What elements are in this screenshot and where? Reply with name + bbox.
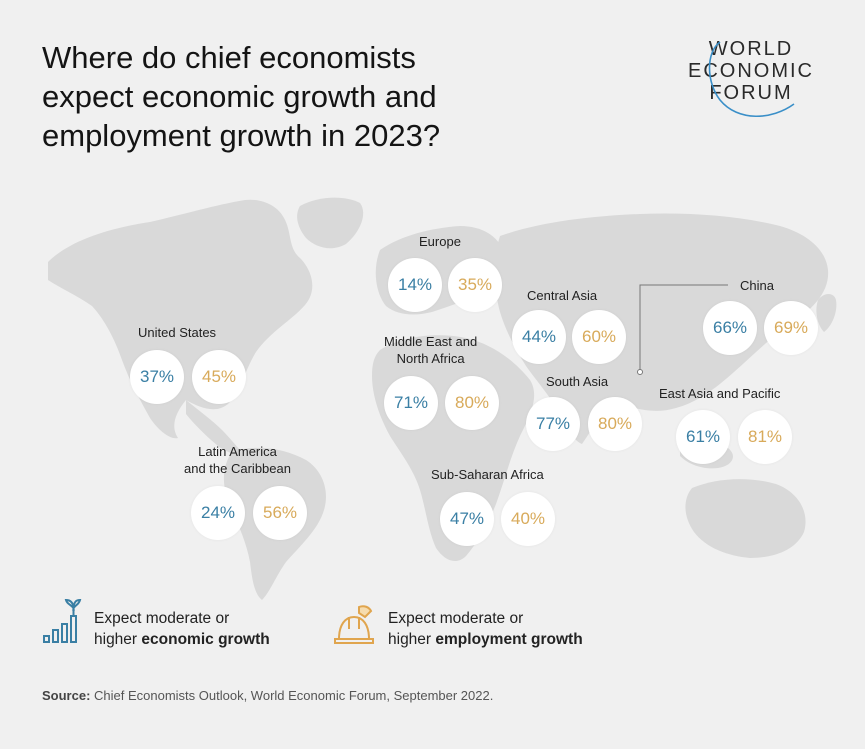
wef-logo: WORLD ECONOMIC FORUM bbox=[676, 38, 826, 118]
china-economic-value: 66% bbox=[703, 301, 757, 355]
logo-line-1: WORLD bbox=[708, 38, 794, 60]
us-economic-value: 37% bbox=[130, 350, 184, 404]
label-east-asia-pacific: East Asia and Pacific bbox=[659, 386, 781, 401]
japan-shape bbox=[816, 294, 837, 332]
mena-employment-value: 80% bbox=[445, 376, 499, 430]
us-employment-value: 45% bbox=[192, 350, 246, 404]
mena-economic-value: 71% bbox=[384, 376, 438, 430]
east-asia-pacific-economic-value: 61% bbox=[676, 410, 730, 464]
label-united-states: United States bbox=[138, 325, 217, 340]
sub-saharan-africa-employment-value: 40% bbox=[501, 492, 555, 546]
label-south-asia: South Asia bbox=[546, 374, 609, 389]
label-central-asia: Central Asia bbox=[527, 288, 598, 303]
latin-america-economic-value: 24% bbox=[191, 486, 245, 540]
north-america-shape bbox=[48, 199, 313, 439]
logo-arc-icon bbox=[708, 41, 795, 118]
east-asia-pacific-employment-value: 81% bbox=[738, 410, 792, 464]
label-sub-saharan-africa: Sub-Saharan Africa bbox=[431, 467, 544, 482]
china-employment-value: 69% bbox=[764, 301, 818, 355]
label-mena: Middle East and North Africa bbox=[384, 334, 478, 366]
europe-economic-value: 14% bbox=[388, 258, 442, 312]
asia-shape bbox=[494, 213, 829, 444]
latin-america-employment-value: 56% bbox=[253, 486, 307, 540]
legend-employment: Expect moderate or higher employment gro… bbox=[388, 610, 583, 648]
source-note: Source: Chief Economists Outlook, World … bbox=[42, 688, 493, 703]
title-line-3: employment growth in 2023? bbox=[42, 118, 441, 153]
source-label: Source: bbox=[42, 688, 91, 703]
hard-hat-icon bbox=[334, 605, 374, 644]
europe-employment-value: 35% bbox=[448, 258, 502, 312]
greenland-shape bbox=[297, 197, 364, 249]
label-europe: Europe bbox=[419, 234, 461, 249]
south-asia-employment-value: 80% bbox=[588, 397, 642, 451]
central-america-shape bbox=[186, 400, 242, 454]
south-asia-economic-value: 77% bbox=[526, 397, 580, 451]
legend-economic: Expect moderate or higher economic growt… bbox=[94, 610, 270, 648]
logo-line-2: ECONOMIC bbox=[688, 60, 814, 82]
logo-line-3: FORUM bbox=[709, 82, 793, 104]
sub-saharan-africa-economic-value: 47% bbox=[440, 492, 494, 546]
title-line-1: Where do chief economists bbox=[42, 40, 416, 75]
australia-shape bbox=[685, 479, 806, 558]
source-text: Chief Economists Outlook, World Economic… bbox=[90, 688, 494, 703]
label-china: China bbox=[740, 278, 774, 293]
central-asia-employment-value: 60% bbox=[572, 310, 626, 364]
central-asia-economic-value: 44% bbox=[512, 310, 566, 364]
label-latin-america: Latin America and the Caribbean bbox=[184, 444, 291, 476]
leader-line-dot bbox=[637, 369, 643, 375]
page-title: Where do chief economists expect economi… bbox=[42, 38, 602, 155]
leader-line bbox=[639, 284, 728, 370]
title-line-2: expect economic growth and bbox=[42, 79, 437, 114]
bar-chart-plant-icon bbox=[43, 598, 82, 643]
